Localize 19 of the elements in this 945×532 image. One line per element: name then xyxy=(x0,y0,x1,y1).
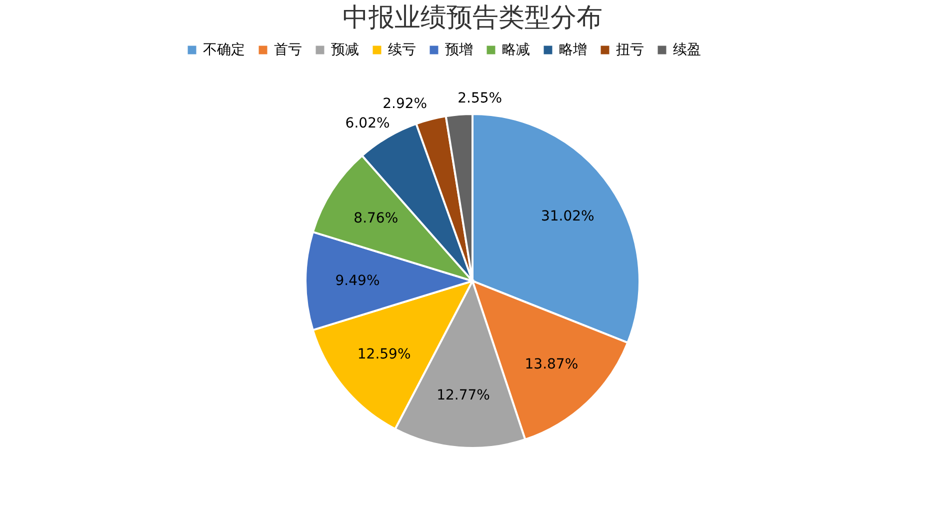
legend-label: 预减 xyxy=(331,42,359,58)
legend-label: 首亏 xyxy=(274,42,302,58)
data-label: 9.49% xyxy=(335,272,380,289)
legend-label: 不确定 xyxy=(203,42,245,58)
data-label: 2.55% xyxy=(458,90,502,107)
legend-label: 扭亏 xyxy=(616,42,644,58)
legend-label: 预增 xyxy=(445,42,473,58)
data-label: 6.02% xyxy=(345,115,390,132)
data-label: 2.92% xyxy=(382,96,428,112)
data-label: 8.76% xyxy=(354,210,398,227)
data-label: 12.59% xyxy=(357,346,411,363)
legend-label: 略增 xyxy=(559,42,587,58)
legend-label: 略减 xyxy=(502,42,530,58)
data-label: 31.02% xyxy=(540,208,594,224)
legend-label: 续盈 xyxy=(673,42,701,58)
data-label: 12.77% xyxy=(436,388,490,404)
chart-title: 中报业绩预告类型分布 xyxy=(342,3,602,33)
legend-label: 续亏 xyxy=(388,42,416,58)
data-label: 13.87% xyxy=(524,356,578,373)
